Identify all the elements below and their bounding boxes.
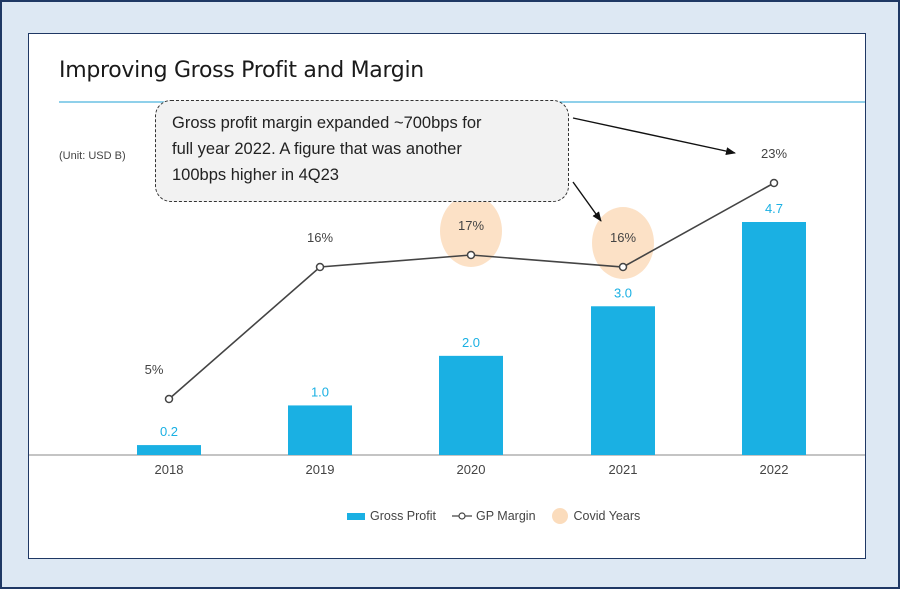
legend-line-swatch bbox=[452, 512, 472, 520]
bar bbox=[742, 222, 806, 455]
bar-value-label: 2.0 bbox=[462, 335, 480, 350]
callout-line: Gross profit margin expanded ~700bps for bbox=[172, 114, 482, 132]
x-tick-label: 2022 bbox=[760, 462, 789, 477]
chart-panel: Improving Gross Profit and Margin (Unit:… bbox=[28, 33, 866, 559]
callout-arrow bbox=[572, 117, 736, 156]
bar-value-label: 1.0 bbox=[311, 384, 329, 399]
callout-line: 100bps higher in 4Q23 bbox=[172, 166, 339, 184]
legend-gp-margin: GP Margin bbox=[452, 509, 536, 523]
unit-label: (Unit: USD B) bbox=[59, 150, 126, 162]
bar bbox=[288, 405, 352, 455]
gp-margin-point bbox=[315, 262, 325, 272]
x-tick-label: 2019 bbox=[306, 462, 335, 477]
callout-arrow bbox=[572, 181, 602, 222]
gp-margin-label: 16% bbox=[610, 230, 636, 245]
bar-value-label: 3.0 bbox=[614, 285, 632, 300]
legend-gross-profit: Gross Profit bbox=[347, 509, 436, 523]
legend-covid-years: Covid Years bbox=[551, 508, 641, 524]
bar-value-label: 4.7 bbox=[765, 201, 783, 216]
gp-margin-label: 23% bbox=[761, 146, 787, 161]
chart-legend: Gross Profit GP Margin Covid Years bbox=[347, 508, 656, 524]
legend-gp-margin-label: GP Margin bbox=[476, 509, 536, 523]
x-tick-label: 2021 bbox=[609, 462, 638, 477]
gp-margin-point bbox=[164, 394, 174, 404]
bar-value-label: 0.2 bbox=[160, 424, 178, 439]
annotation-callout: Gross profit margin expanded ~700bps for… bbox=[155, 100, 569, 202]
legend-covid-swatch bbox=[551, 508, 568, 524]
legend-bar-swatch bbox=[347, 512, 365, 520]
gp-margin-point bbox=[769, 178, 779, 188]
bar bbox=[439, 355, 503, 455]
gp-margin-label: 5% bbox=[145, 362, 164, 377]
callout-line: full year 2022. A figure that was anothe… bbox=[172, 140, 462, 158]
x-tick-label: 2020 bbox=[457, 462, 486, 477]
gp-margin-label: 17% bbox=[458, 218, 484, 233]
covid-highlight bbox=[440, 195, 502, 267]
covid-highlight bbox=[592, 207, 654, 279]
gp-margin-label: 16% bbox=[307, 230, 333, 245]
gp-margin-point bbox=[618, 262, 628, 272]
legend-covid-label: Covid Years bbox=[573, 509, 641, 523]
bar bbox=[137, 445, 201, 455]
legend-gross-profit-label: Gross Profit bbox=[370, 509, 436, 523]
x-tick-label: 2018 bbox=[155, 462, 184, 477]
bar bbox=[591, 306, 655, 455]
gp-margin-point bbox=[466, 250, 476, 260]
chart-svg: 0.2 2018 1.0 2019 2.0 2020 3.0 2021 4.7 2022 5% 16%… bbox=[29, 117, 865, 477]
chart-title: Improving Gross Profit and Margin bbox=[59, 58, 424, 83]
